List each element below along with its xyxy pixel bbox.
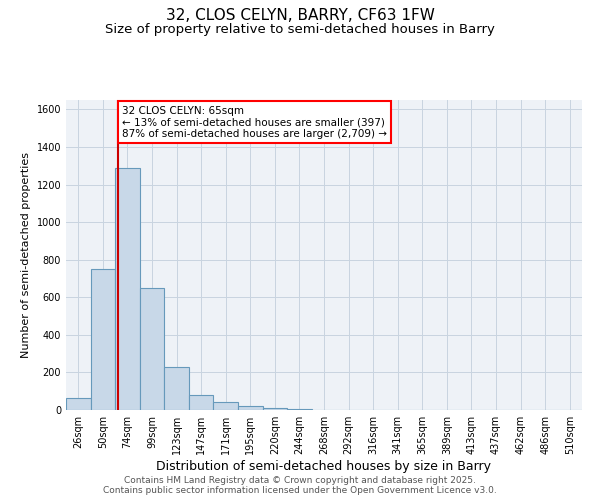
X-axis label: Distribution of semi-detached houses by size in Barry: Distribution of semi-detached houses by … (157, 460, 491, 473)
Text: Contains HM Land Registry data © Crown copyright and database right 2025.
Contai: Contains HM Land Registry data © Crown c… (103, 476, 497, 495)
Y-axis label: Number of semi-detached properties: Number of semi-detached properties (21, 152, 31, 358)
Bar (238, 406, 263, 410)
Text: 32, CLOS CELYN, BARRY, CF63 1FW: 32, CLOS CELYN, BARRY, CF63 1FW (166, 8, 434, 22)
Bar (115, 168, 140, 410)
Bar (189, 395, 214, 410)
Text: Size of property relative to semi-detached houses in Barry: Size of property relative to semi-detach… (105, 22, 495, 36)
Bar (140, 288, 164, 410)
Bar (91, 269, 115, 410)
Bar (66, 398, 91, 410)
Text: 32 CLOS CELYN: 65sqm
← 13% of semi-detached houses are smaller (397)
87% of semi: 32 CLOS CELYN: 65sqm ← 13% of semi-detac… (122, 106, 387, 139)
Bar (164, 367, 189, 410)
Bar (263, 408, 287, 410)
Bar (214, 402, 238, 410)
Bar (287, 409, 312, 410)
